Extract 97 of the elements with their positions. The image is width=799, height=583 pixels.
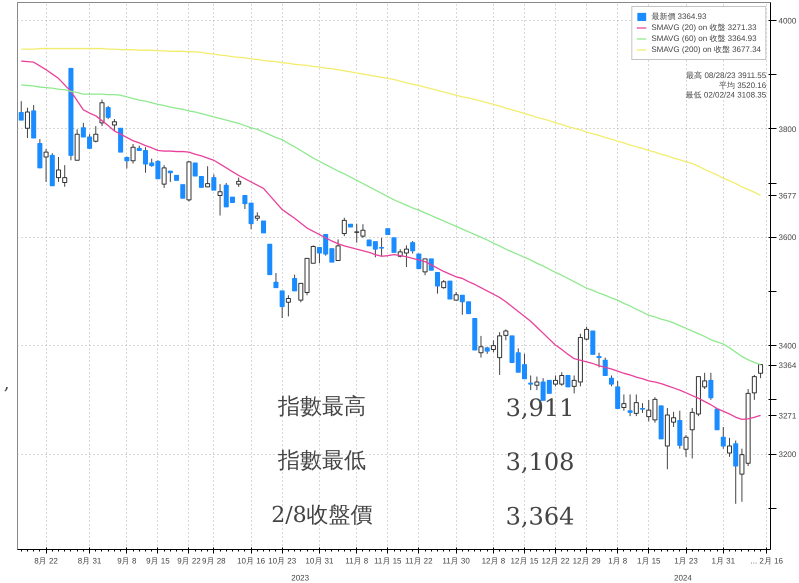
annotation: 指數最高	[276, 394, 366, 420]
x-tick-label: 10月 31	[305, 556, 334, 566]
candlestick	[596, 352, 602, 368]
candlestick	[236, 177, 242, 188]
annotation: 指數最低	[276, 448, 366, 474]
annotation: 3,108	[506, 448, 574, 476]
candlestick	[640, 402, 646, 414]
annotation: 最低 02/02/24 3108.35	[686, 90, 767, 100]
x-tick-label: 12月 8	[482, 556, 506, 566]
text: 2024	[674, 574, 692, 582]
annotation: 3,364	[506, 502, 574, 530]
candlestick	[130, 143, 136, 164]
x-tick-label: 9月 28	[202, 556, 226, 566]
candlestick	[590, 330, 596, 355]
x-tick-label: 11月 8	[345, 556, 369, 566]
candlestick	[602, 357, 608, 376]
candlestick	[273, 272, 278, 288]
candlestick	[615, 380, 620, 410]
y-tick-label: 3800	[778, 124, 797, 134]
x-tick-label: 1月 8	[608, 556, 628, 566]
x-tick-label: 9月 8	[117, 556, 137, 566]
annotation: 2/8收盤價	[271, 502, 373, 528]
x-tick-label: 10月 16	[237, 556, 266, 566]
candlestick	[168, 170, 173, 182]
y-tick-label: 3400	[778, 342, 797, 351]
candlestick	[211, 174, 216, 191]
candlestick	[410, 240, 416, 254]
y-tick-label: 3271	[778, 412, 797, 421]
annotation: 最高 08/28/23 3911.55	[686, 71, 767, 80]
text: 2023	[291, 574, 310, 582]
candlestick	[24, 107, 30, 139]
candlestick	[733, 440, 738, 504]
candlestick	[683, 434, 689, 458]
x-tick-label: 12月 15	[510, 556, 540, 566]
candlestick	[292, 274, 298, 292]
x-tick-label: 11月 22	[405, 556, 434, 566]
candlestick	[112, 118, 117, 132]
candlestick	[434, 272, 440, 294]
y-tick-label: 3200	[778, 450, 797, 460]
y-tick-label: 4000	[778, 16, 797, 26]
x-tick-label: 8月 31	[78, 556, 102, 566]
candlestick	[634, 394, 639, 417]
candlestick	[162, 164, 167, 188]
candlestick	[416, 254, 422, 270]
x-tick-label: 12月 29	[572, 556, 602, 566]
text: ,	[4, 372, 10, 394]
y-tick-label: 3600	[778, 233, 797, 242]
candlestick	[608, 374, 614, 387]
annotation: 3,911	[506, 394, 574, 422]
candlestick	[93, 126, 98, 143]
candlestick	[628, 394, 633, 417]
candlestick	[99, 99, 105, 127]
candlestick	[280, 290, 285, 319]
x-tick-label: 10月 23	[268, 556, 297, 566]
candlestick	[106, 106, 111, 120]
y-tick-label: 3364	[778, 361, 797, 370]
candlestick	[758, 364, 764, 379]
x-tick-label: 9月 15	[146, 556, 170, 566]
x-tick-label: 11月 30	[442, 556, 470, 566]
legend-label: SMAVG (60) on 收盤 3364.93	[651, 33, 757, 44]
candlestick	[752, 374, 757, 400]
candlestick	[422, 258, 428, 276]
legend-label: SMAVG (20) on 收盤 3271.33	[651, 22, 757, 33]
candlestick	[218, 184, 223, 216]
candlestick	[447, 280, 452, 300]
candlestick	[720, 426, 726, 450]
annotation: 平均 3520.16	[719, 80, 767, 90]
candlestick	[124, 156, 130, 169]
candlestick	[18, 100, 24, 121]
x-tick-label: 12月 22	[542, 556, 570, 566]
x-tick-label: 1月 15	[636, 556, 662, 566]
candlestick	[565, 374, 570, 388]
x-tick-label: 1月 31	[711, 556, 736, 566]
candlestick	[342, 217, 347, 237]
x-tick-label: 9月 22	[177, 556, 202, 566]
x-tick-label: ... 2月 16	[750, 556, 784, 566]
candlestick	[261, 220, 266, 234]
candlestick	[714, 408, 720, 430]
legend-label: SMAVG (200) on 收盤 3677.34	[651, 44, 761, 55]
candlestick	[205, 166, 210, 188]
x-tick-label: 8月 22	[34, 556, 58, 566]
legend-label: 最新價 3364.93	[651, 11, 706, 22]
candlestick	[621, 394, 626, 412]
candlestick	[708, 372, 714, 400]
candlestick	[118, 128, 124, 153]
x-tick-label: 1月 23	[674, 556, 698, 566]
candlestick	[336, 238, 341, 262]
candlestick	[478, 335, 484, 358]
candlestick	[726, 437, 732, 458]
x-tick-label: 11月 15	[374, 556, 402, 566]
candlestick	[180, 184, 186, 199]
candlestick	[286, 294, 291, 317]
candlestick	[391, 237, 397, 253]
candlestick	[44, 148, 49, 182]
y-tick-label: 3677	[778, 191, 797, 200]
candlestick	[528, 374, 534, 391]
candlestick	[534, 376, 540, 391]
